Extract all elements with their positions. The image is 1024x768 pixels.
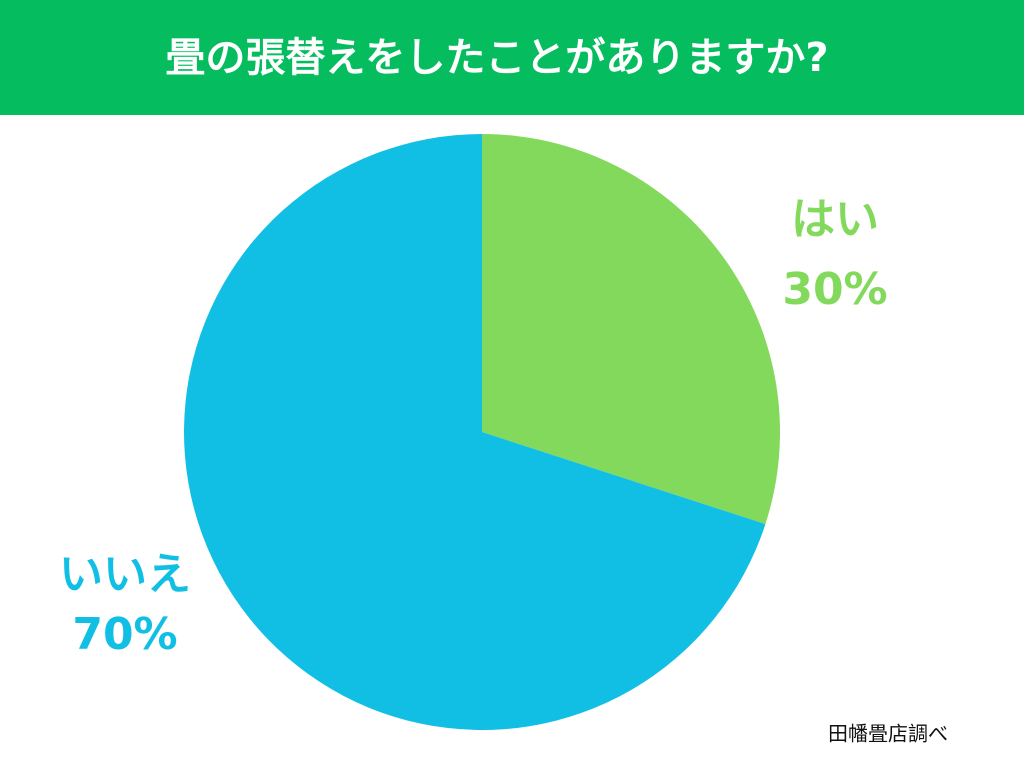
source-note: 田幡畳店調べ	[828, 722, 948, 746]
slice-value-label: 30%	[782, 264, 887, 315]
pie-slice	[482, 134, 780, 525]
header-bar	[0, 0, 1024, 115]
pie-slice	[184, 134, 766, 730]
slice-label: いいえ	[59, 549, 191, 600]
slice-label: はい	[791, 194, 879, 245]
slice-value-label: 70%	[72, 609, 177, 660]
chart-title: 畳の張替えをしたことがありますか?	[165, 35, 828, 81]
